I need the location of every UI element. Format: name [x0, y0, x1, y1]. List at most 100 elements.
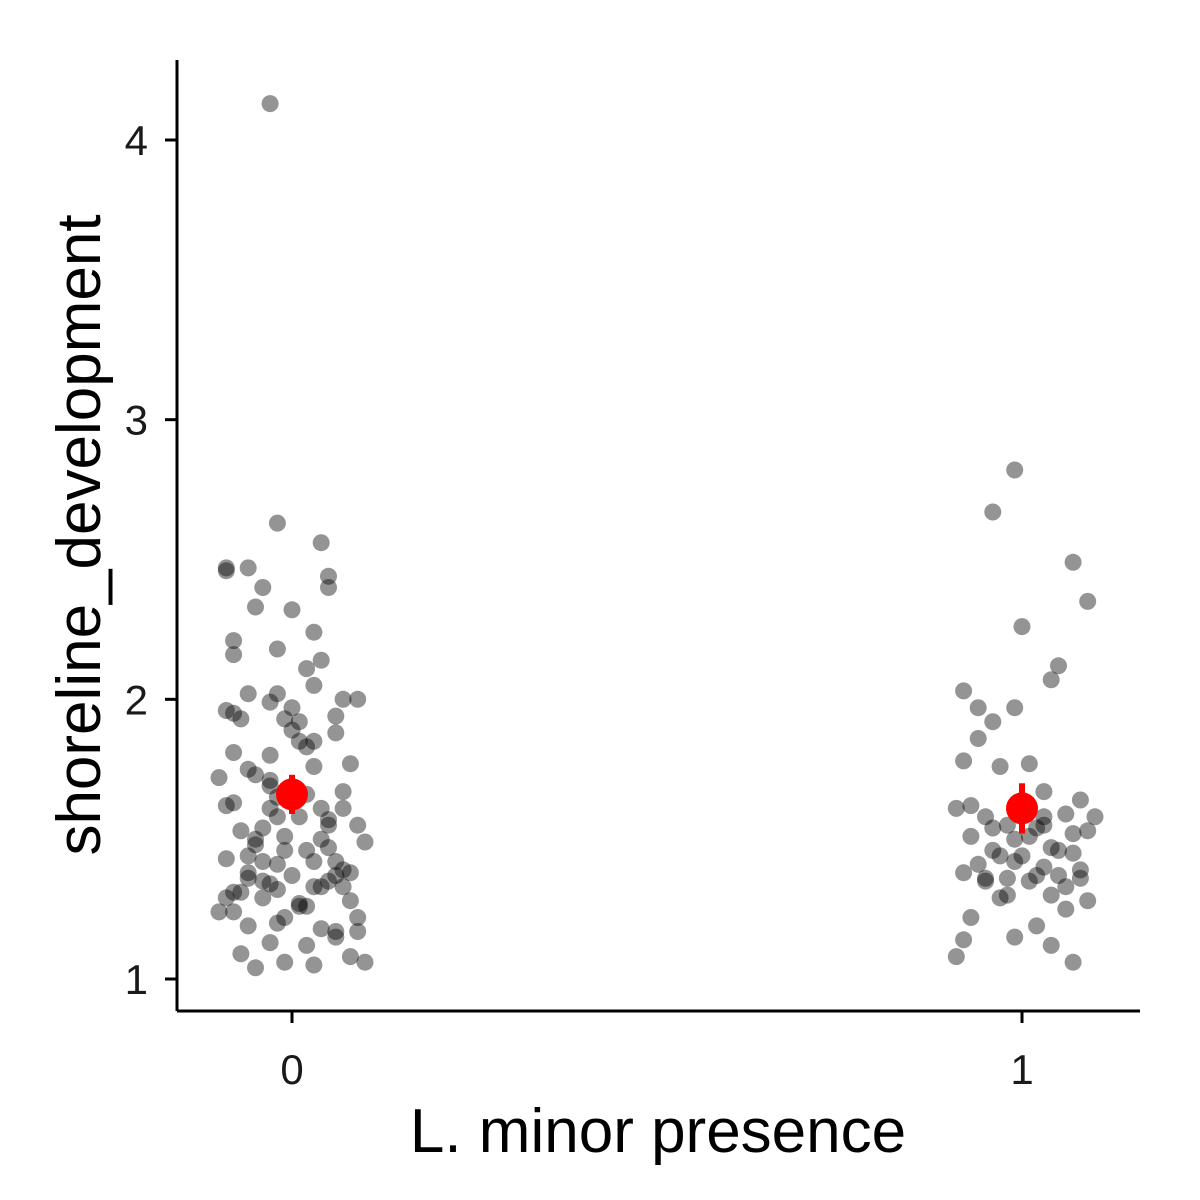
data-point-0: [254, 819, 272, 837]
data-point-0: [232, 710, 250, 728]
data-point-1: [1042, 936, 1060, 954]
data-point-0: [327, 853, 345, 870]
data-point-0: [312, 651, 330, 669]
data-point-1: [1071, 791, 1089, 809]
mean-point-1: [1006, 792, 1038, 825]
data-point-0: [327, 928, 345, 946]
data-point-0: [327, 923, 345, 940]
data-point-0: [298, 660, 316, 678]
data-point-1: [1064, 953, 1082, 971]
data-point-0: [268, 685, 286, 703]
data-point-0: [290, 897, 308, 915]
data-point-1: [1006, 853, 1024, 870]
data-point-0: [349, 690, 367, 708]
data-point-1: [998, 886, 1016, 904]
data-point-0: [283, 699, 301, 717]
data-point-0: [217, 702, 235, 719]
data-point-0: [283, 721, 301, 739]
data-point-1: [998, 869, 1016, 887]
data-point-0: [298, 897, 316, 915]
data-point-1: [1006, 928, 1024, 946]
data-point-0: [298, 841, 316, 859]
data-point-1: [955, 864, 973, 882]
data-point-0: [225, 632, 243, 650]
data-point-0: [268, 855, 286, 873]
data-point-1: [1020, 872, 1038, 890]
data-point-0: [334, 783, 352, 801]
data-point-0: [217, 562, 235, 580]
data-point-1: [998, 816, 1016, 834]
data-point-0: [268, 514, 286, 532]
y-tick-label: 3: [125, 397, 148, 444]
data-point-0: [276, 909, 294, 926]
data-point-1: [1020, 755, 1038, 773]
data-point-0: [247, 830, 264, 848]
data-point-0: [283, 867, 301, 884]
data-point-1: [977, 869, 994, 887]
data-point-0: [232, 822, 250, 840]
data-point-0: [247, 766, 264, 784]
data-point-0: [225, 794, 243, 812]
data-point-0: [305, 732, 323, 750]
data-point-0: [312, 534, 330, 552]
data-point-0: [320, 816, 337, 834]
data-point-0: [210, 769, 228, 787]
data-point-1: [1064, 825, 1082, 843]
data-point-1: [1079, 822, 1097, 840]
data-point-1: [1057, 805, 1075, 823]
data-point-1: [1079, 892, 1097, 910]
data-point-0: [261, 799, 279, 817]
data-point-1: [1035, 783, 1053, 801]
data-point-0: [305, 956, 323, 974]
data-point-0: [320, 567, 337, 585]
data-point-0: [254, 872, 272, 890]
data-point-1: [1050, 867, 1067, 884]
data-point-0: [225, 883, 243, 901]
data-point-0: [312, 878, 330, 896]
data-point-1: [1013, 618, 1031, 636]
data-point-0: [341, 864, 359, 882]
data-point-1: [955, 752, 973, 770]
data-point-1: [962, 827, 980, 845]
data-point-0: [254, 853, 272, 870]
data-point-1: [1057, 900, 1075, 918]
data-point-1: [962, 797, 980, 815]
data-point-0: [210, 903, 228, 921]
data-point-1: [1028, 867, 1046, 884]
data-point-0: [239, 847, 257, 865]
data-point-0: [320, 872, 337, 890]
data-point-0: [217, 797, 235, 815]
data-point-1: [1042, 671, 1060, 689]
data-point-1: [947, 948, 965, 966]
data-point-0: [225, 646, 243, 664]
data-point-0: [312, 799, 330, 817]
data-point-0: [261, 771, 279, 789]
data-point-1: [1006, 830, 1024, 848]
data-point-0: [261, 875, 279, 893]
data-point-0: [239, 917, 257, 935]
y-tick-label: 4: [125, 117, 148, 164]
data-point-1: [955, 682, 973, 700]
data-point-0: [290, 732, 308, 750]
mean-layer: [276, 774, 1038, 834]
data-point-0: [247, 836, 264, 854]
data-point-0: [261, 777, 279, 795]
data-point-1: [991, 758, 1009, 775]
data-point-0: [276, 953, 294, 971]
data-point-0: [327, 707, 345, 725]
data-point-1: [1028, 819, 1046, 837]
data-point-1: [1035, 816, 1053, 834]
data-point-0: [290, 808, 308, 826]
data-point-1: [991, 889, 1009, 907]
data-point-0: [320, 579, 337, 596]
data-point-0: [225, 744, 243, 761]
data-point-0: [327, 867, 345, 884]
data-point-0: [290, 895, 308, 912]
data-point-1: [969, 730, 987, 747]
data-point-0: [341, 948, 359, 966]
data-point-0: [247, 959, 264, 977]
x-tick-label: 1: [1010, 1046, 1033, 1093]
data-point-0: [217, 850, 235, 868]
data-point-0: [261, 746, 279, 764]
